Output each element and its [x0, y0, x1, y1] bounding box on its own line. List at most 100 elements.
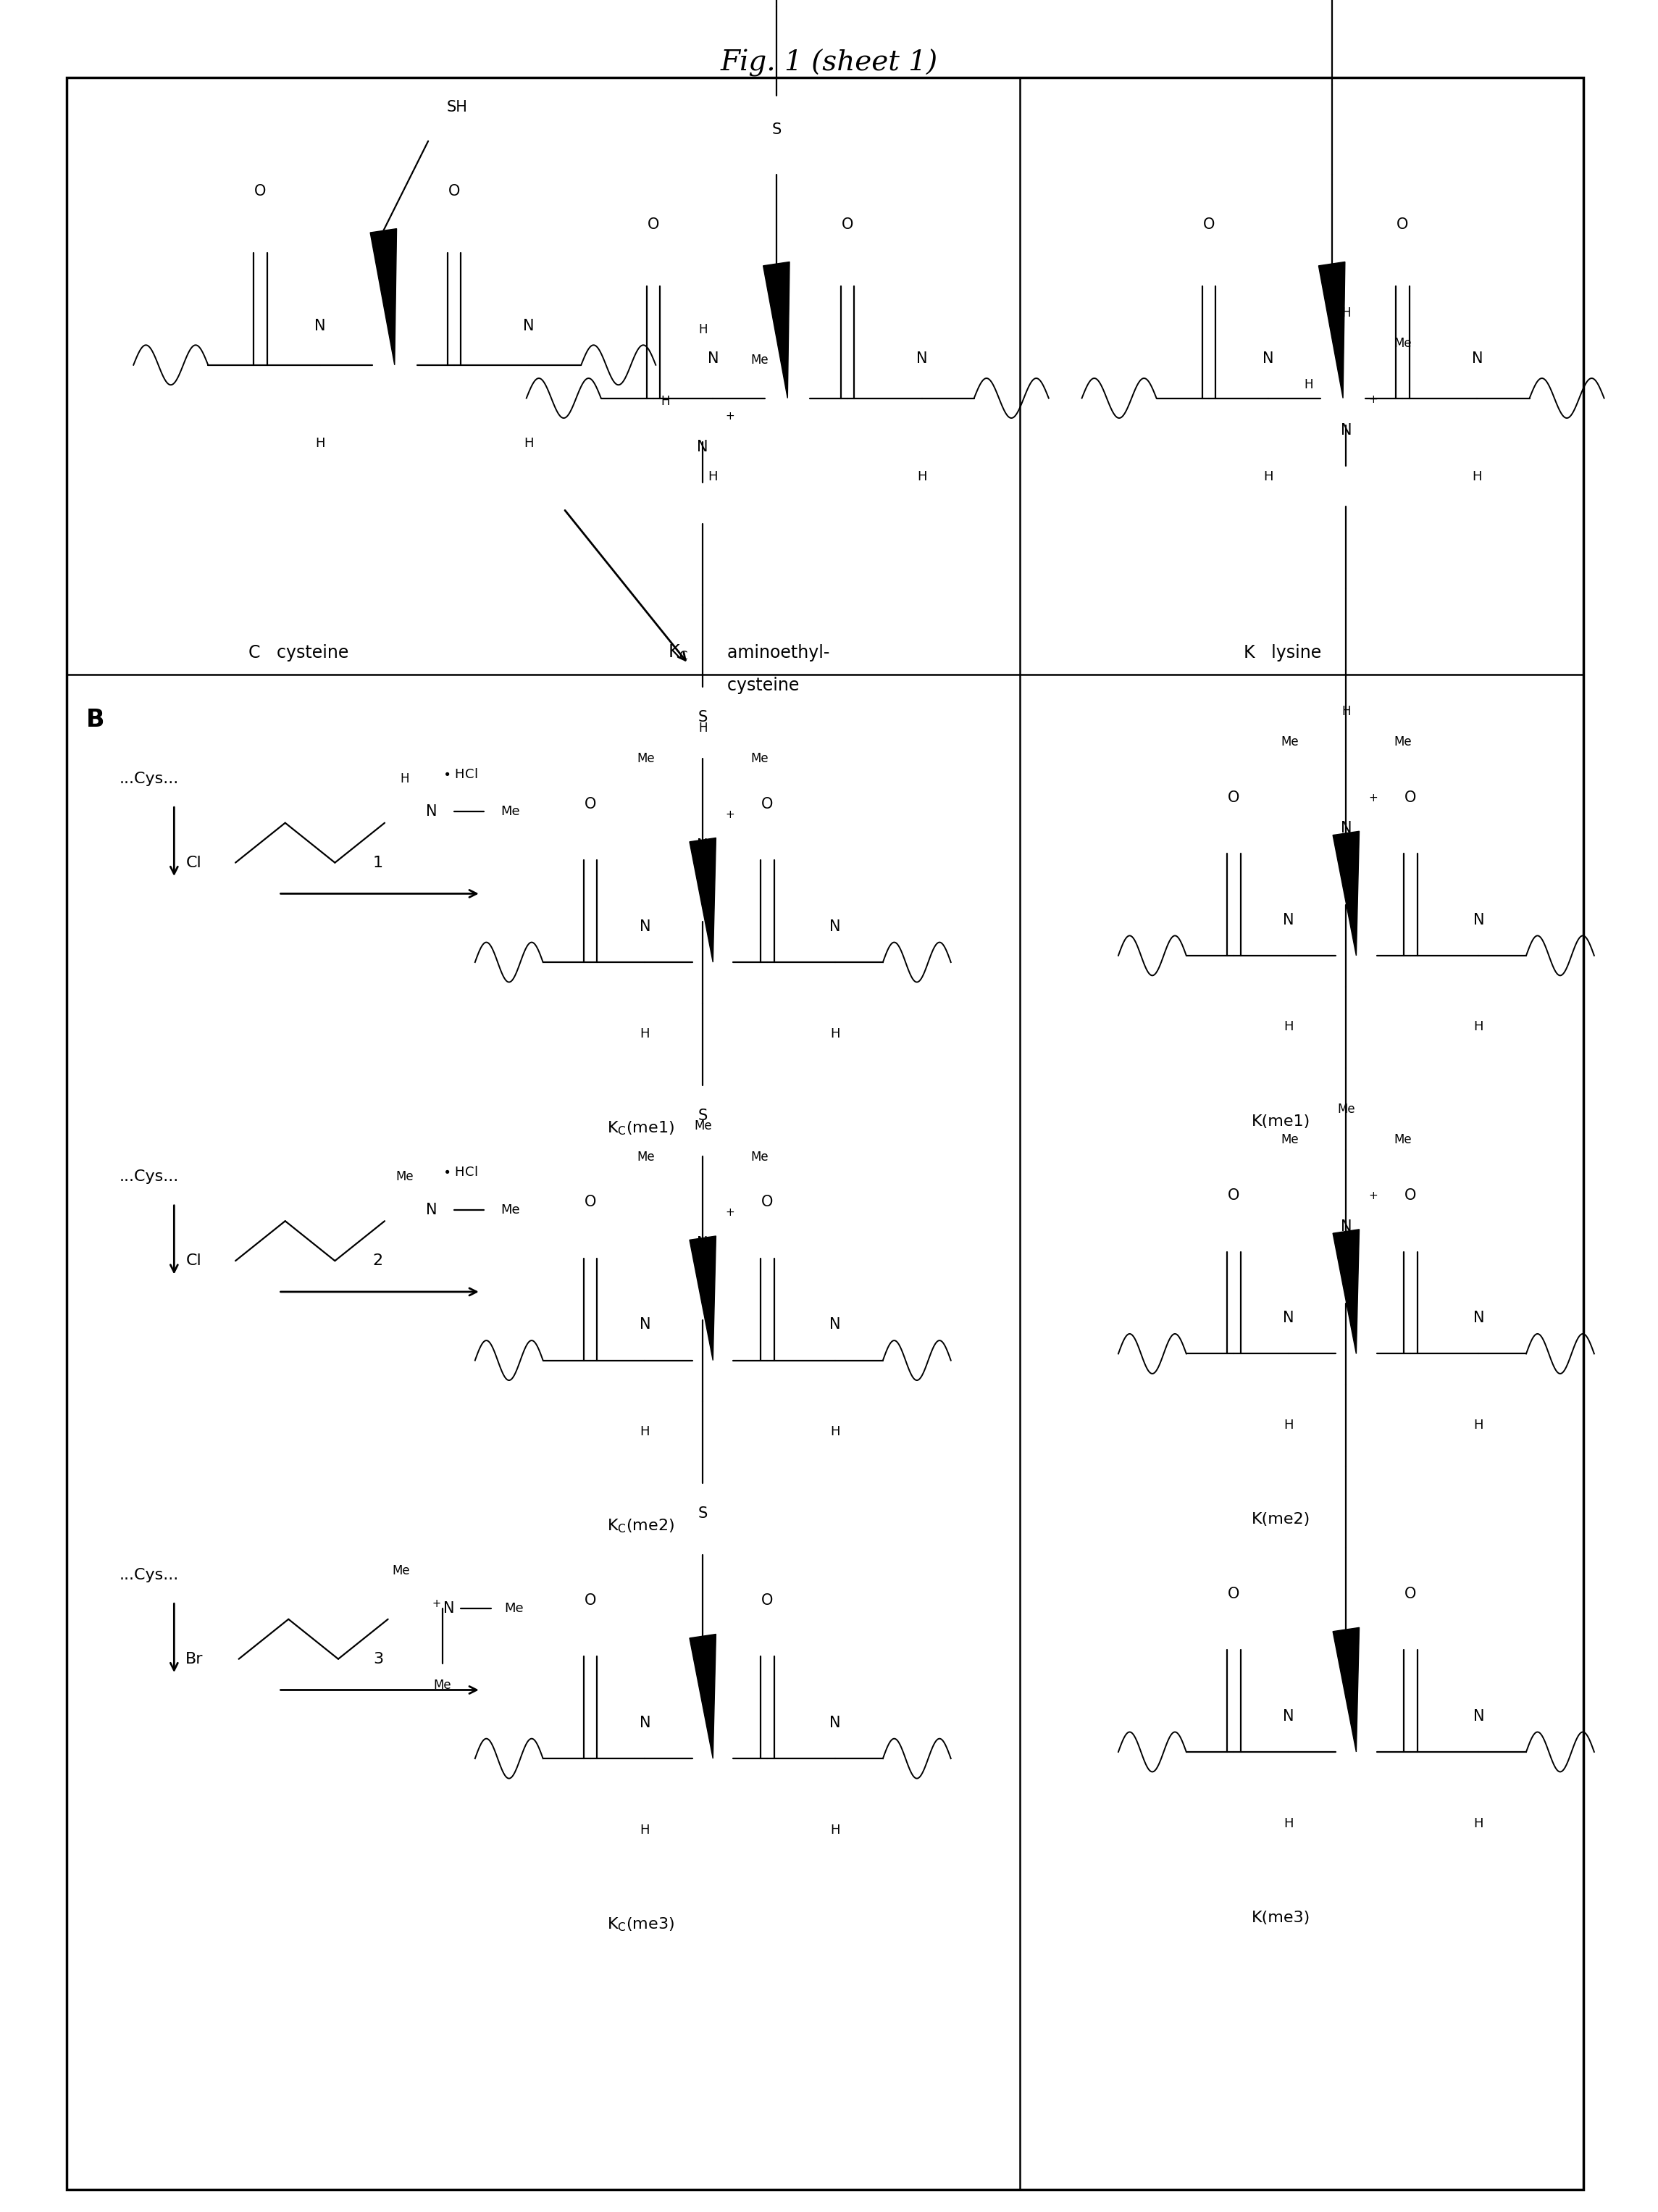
Polygon shape	[763, 261, 789, 398]
Text: Me: Me	[637, 752, 655, 765]
Text: O: O	[761, 1194, 773, 1210]
Text: H: H	[1474, 1816, 1484, 1829]
Text: +: +	[1368, 394, 1378, 405]
Text: O: O	[1229, 790, 1240, 805]
Text: 2: 2	[373, 1254, 383, 1267]
Text: N: N	[524, 319, 534, 334]
Text: H: H	[698, 721, 708, 734]
Text: O: O	[647, 217, 660, 232]
Text: C   cysteine: C cysteine	[249, 644, 348, 661]
Text: $\bullet$ HCl: $\bullet$ HCl	[443, 768, 478, 781]
Text: N: N	[1472, 1710, 1484, 1723]
Text: H: H	[831, 1823, 841, 1836]
Text: N: N	[1472, 1312, 1484, 1325]
Text: SH: SH	[446, 100, 468, 115]
Text: H: H	[1283, 1020, 1293, 1033]
Text: Me: Me	[501, 805, 521, 818]
Text: Cl: Cl	[186, 1254, 202, 1267]
Text: Me: Me	[1280, 734, 1298, 748]
Text: N: N	[1263, 352, 1273, 367]
Text: N: N	[1283, 1312, 1293, 1325]
Text: O: O	[1229, 1188, 1240, 1203]
Text: K$_\mathregular{C}$(me3): K$_\mathregular{C}$(me3)	[607, 1916, 675, 1933]
Text: Me: Me	[751, 752, 768, 765]
Text: O: O	[761, 796, 773, 812]
Text: O: O	[254, 184, 267, 199]
Text: H: H	[917, 469, 927, 482]
Text: Cl: Cl	[186, 856, 202, 869]
Text: H: H	[524, 436, 534, 449]
Text: H: H	[1263, 469, 1273, 482]
Text: H: H	[708, 469, 718, 482]
Text: H: H	[831, 1425, 841, 1438]
Text: Me: Me	[637, 1150, 655, 1164]
Text: O: O	[841, 217, 854, 232]
Text: O: O	[1396, 217, 1409, 232]
Text: ...Cys...: ...Cys...	[119, 772, 179, 785]
Text: O: O	[585, 1194, 597, 1210]
Text: +: +	[1368, 1190, 1378, 1201]
Text: Me: Me	[1394, 1133, 1411, 1146]
Text: N: N	[315, 319, 325, 334]
Text: O: O	[585, 1593, 597, 1608]
Polygon shape	[690, 1237, 716, 1360]
Text: H: H	[1283, 1816, 1293, 1829]
Text: H: H	[640, 1026, 650, 1040]
Text: K(me3): K(me3)	[1252, 1911, 1310, 1924]
Polygon shape	[1333, 1230, 1360, 1354]
Text: N: N	[1340, 1219, 1351, 1234]
Text: Fig. 1 (sheet 1): Fig. 1 (sheet 1)	[720, 49, 938, 77]
Text: H: H	[315, 436, 325, 449]
Text: Me: Me	[396, 1170, 413, 1183]
Text: O: O	[761, 1593, 773, 1608]
Text: N: N	[1472, 914, 1484, 927]
Text: Me: Me	[751, 1150, 768, 1164]
Text: Me: Me	[501, 1203, 521, 1217]
Text: N: N	[640, 920, 650, 933]
Text: K(me1): K(me1)	[1252, 1115, 1310, 1128]
Text: O: O	[1404, 790, 1416, 805]
Text: N: N	[829, 1318, 841, 1332]
Text: +: +	[725, 1208, 734, 1219]
Polygon shape	[690, 1635, 716, 1759]
Text: S: S	[698, 1108, 708, 1124]
Text: N: N	[708, 352, 718, 367]
Polygon shape	[690, 838, 716, 962]
Text: N: N	[1340, 821, 1351, 836]
Text: $^+$N: $^+$N	[429, 1599, 454, 1617]
Text: S: S	[698, 710, 708, 726]
Text: Me: Me	[751, 354, 768, 367]
Text: N: N	[1340, 422, 1351, 438]
Text: N: N	[829, 920, 841, 933]
Text: ...Cys...: ...Cys...	[119, 1568, 179, 1582]
Text: H: H	[1474, 1418, 1484, 1431]
Text: N: N	[640, 1318, 650, 1332]
Text: H: H	[1472, 469, 1482, 482]
Text: H: H	[640, 1425, 650, 1438]
Text: Br: Br	[186, 1652, 204, 1666]
Text: H: H	[1341, 706, 1351, 717]
Text: 3: 3	[373, 1652, 383, 1666]
Text: H: H	[400, 772, 410, 785]
Text: N: N	[829, 1717, 841, 1730]
Text: O: O	[448, 184, 461, 199]
Text: Me: Me	[434, 1679, 451, 1692]
Text: Me: Me	[393, 1564, 410, 1577]
Text: Me: Me	[693, 1119, 711, 1133]
Text: cysteine: cysteine	[716, 677, 799, 695]
Text: O: O	[1202, 217, 1215, 232]
Text: O: O	[585, 796, 597, 812]
Text: K$_\mathregular{C}$(me2): K$_\mathregular{C}$(me2)	[607, 1517, 675, 1535]
Text: H: H	[1341, 307, 1351, 319]
Text: Me: Me	[504, 1601, 524, 1615]
Text: ...Cys...: ...Cys...	[119, 1170, 179, 1183]
Text: S: S	[771, 122, 781, 137]
Text: +: +	[725, 810, 734, 821]
Text: aminoethyl-: aminoethyl-	[716, 644, 829, 661]
Text: H: H	[1474, 1020, 1484, 1033]
Text: H: H	[1283, 1418, 1293, 1431]
Polygon shape	[370, 228, 396, 365]
Text: 1: 1	[373, 856, 383, 869]
Text: N: N	[917, 352, 927, 367]
Text: H: H	[831, 1026, 841, 1040]
